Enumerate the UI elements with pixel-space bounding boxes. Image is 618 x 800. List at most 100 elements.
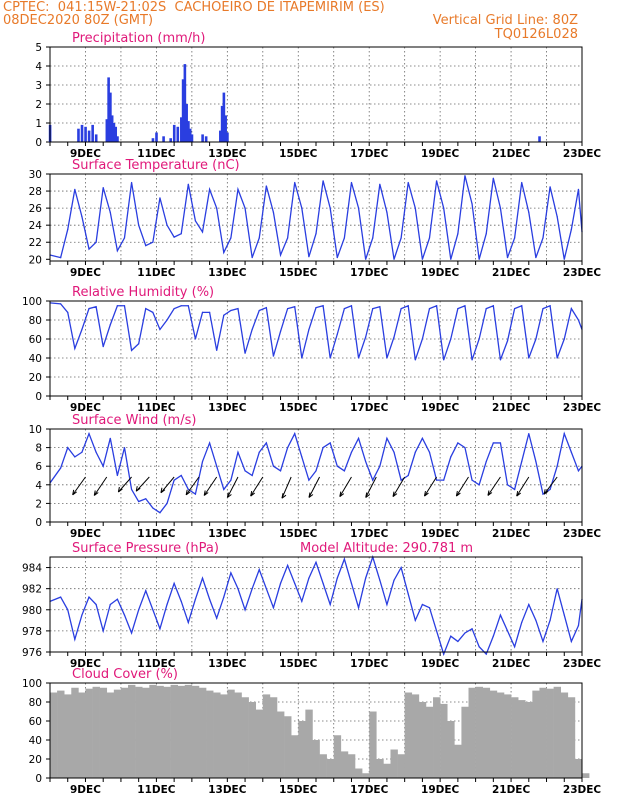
precipitation-bar (188, 128, 192, 142)
temperature-point (74, 188, 76, 190)
pressure-point (464, 632, 466, 634)
cloud-column (198, 687, 207, 778)
pressure-point (492, 635, 494, 637)
cloud-column (113, 689, 122, 778)
wind-point (95, 451, 97, 453)
wind-ytick-label: 4 (35, 480, 42, 492)
cloud-column (546, 688, 554, 778)
humidity-point (492, 305, 494, 307)
wind-point (570, 451, 572, 453)
wind-point (294, 433, 296, 435)
humidity-point (258, 309, 260, 312)
wind-point (322, 447, 324, 449)
humidity-point (180, 305, 182, 307)
cloud-column (560, 692, 569, 778)
humidity-point (130, 349, 133, 351)
humidity-point (563, 338, 565, 340)
temperature-point (230, 237, 232, 239)
temperature-title: Surface Temperature (nC) (72, 158, 240, 173)
wind-vector-head (160, 487, 166, 494)
cloud-column (57, 690, 65, 778)
temperature-point (514, 237, 516, 239)
wind-point (393, 451, 395, 453)
wind-point (223, 488, 225, 491)
temperature-frame (49, 173, 583, 262)
wind-point (464, 447, 466, 449)
wind-point (180, 474, 182, 477)
wind-vector (543, 476, 558, 495)
temperature-point (535, 256, 537, 259)
temperature-point (414, 207, 416, 209)
precipitation-xtick-label: 15DEC (279, 148, 318, 160)
pressure-point (138, 609, 140, 611)
humidity-point (400, 308, 402, 310)
cloud-column (213, 692, 221, 778)
pressure-point (173, 582, 175, 584)
humidity-point (386, 357, 388, 359)
humidity-point (450, 338, 452, 340)
pressure-point (194, 598, 197, 600)
temperature-point (272, 211, 275, 213)
cloud-column (262, 694, 271, 778)
humidity-point (329, 357, 331, 359)
wind-vector (93, 476, 108, 496)
wind-ytick-label: 6 (35, 461, 42, 473)
cloud-xtick-label: 17DEC (350, 784, 389, 796)
wind-point (216, 465, 218, 467)
pressure-xtick-label: 19DEC (421, 658, 460, 670)
wind-vector (118, 476, 132, 493)
cloud-ytick-label: 80 (29, 697, 42, 709)
pressure-point (471, 628, 473, 630)
pressure-point (350, 582, 353, 584)
precipitation-xtick-label: 9DEC (70, 148, 101, 160)
humidity-point (102, 346, 104, 348)
pressure-point (109, 603, 111, 606)
precipitation-bar (77, 128, 80, 142)
temperature-point (279, 254, 282, 256)
wind-vector-head (487, 490, 493, 496)
cloud-column (248, 702, 257, 778)
precipitation-panel: Precipitation (mm/h) 0 1 2 3 4 5 9DEC 11DEC 13DEC… (35, 31, 601, 160)
pressure-xtick-label: 13DEC (208, 658, 247, 670)
wind-vector (250, 476, 264, 497)
temperature-point (450, 258, 452, 260)
pressure-point (499, 614, 502, 616)
wind-xtick-label: 11DEC (137, 528, 176, 540)
cloud-column (447, 721, 455, 778)
humidity-point (216, 349, 218, 351)
wind-point (301, 456, 303, 458)
pressure-point (251, 588, 253, 590)
cloud-xtick-label: 13DEC (208, 784, 247, 796)
cloud-column (433, 697, 441, 778)
pressure-point (81, 614, 83, 616)
wind-point (556, 465, 558, 467)
wind-point (230, 479, 232, 481)
precipitation-bar (151, 138, 155, 142)
precipitation-bar (169, 138, 172, 142)
pressure-panel: Surface Pressure (hPa) Model Altitude: 29… (22, 541, 601, 670)
pressure-series-line (49, 554, 583, 657)
precipitation-ytick-label: 0 (35, 137, 42, 149)
cloud-column (553, 686, 562, 778)
humidity-ytick-label: 40 (29, 353, 42, 365)
temperature-point (194, 220, 197, 222)
humidity-point (60, 303, 62, 305)
wind-point (549, 488, 551, 491)
wind-vector (455, 476, 469, 497)
wind-point (386, 437, 388, 439)
temperature-point (393, 258, 395, 260)
pressure-point (74, 638, 76, 640)
pressure-frame (49, 556, 583, 653)
temperature-point (492, 177, 494, 179)
pressure-point (152, 609, 154, 611)
wind-vector (185, 476, 200, 496)
temperature-point (294, 181, 296, 184)
humidity-point (343, 308, 345, 310)
pressure-xtick-label: 15DEC (279, 658, 318, 670)
temperature-point (457, 233, 459, 235)
wind-vector (365, 476, 377, 498)
precipitation-xtick-label: 21DEC (492, 148, 531, 160)
wind-ytick-label: 10 (29, 424, 42, 436)
pressure-point (563, 614, 565, 616)
temperature-point (407, 181, 409, 184)
